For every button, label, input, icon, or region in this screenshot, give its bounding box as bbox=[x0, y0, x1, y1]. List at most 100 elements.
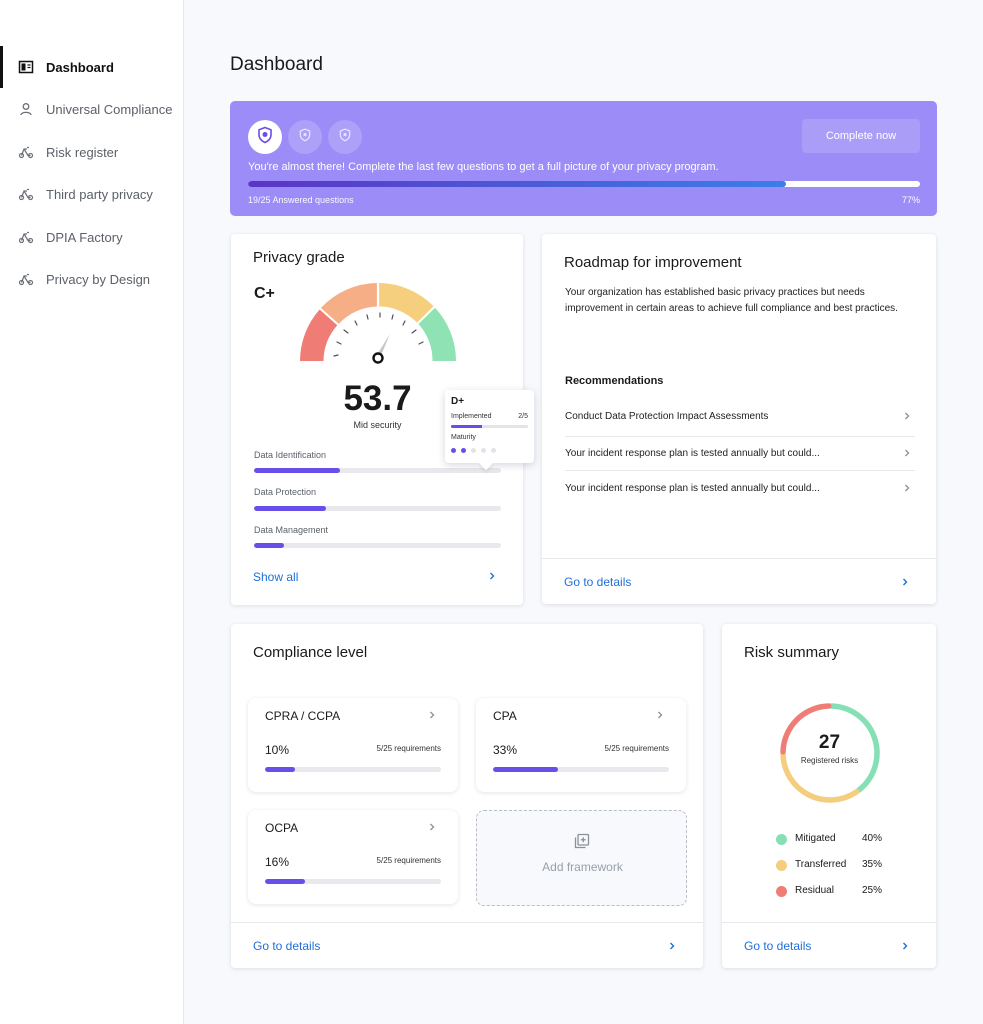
roadmap-description: Your organization has established basic … bbox=[565, 287, 898, 314]
scooter-icon bbox=[18, 229, 34, 245]
framework-progress-bar bbox=[493, 767, 669, 772]
sidebar-item-label: Risk register bbox=[46, 144, 119, 160]
compliance-title: Compliance level bbox=[253, 644, 368, 661]
chevron-right-icon[interactable] bbox=[901, 578, 909, 586]
sidebar-item-dashboard[interactable]: Dashboard bbox=[0, 46, 183, 88]
maturity-dots bbox=[451, 448, 496, 453]
chevron-right-icon[interactable] bbox=[901, 942, 909, 950]
category-progress-bar bbox=[254, 543, 501, 548]
framework-progress-fill bbox=[265, 879, 306, 884]
banner-percent: 77% bbox=[901, 195, 920, 205]
compliance-card: Compliance level CPRA / CCPA 10% 5/25 re… bbox=[231, 624, 703, 968]
legend-label: Transferred bbox=[795, 859, 847, 870]
framework-card-cpra-ccpa[interactable]: CPRA / CCPA 10% 5/25 requirements bbox=[248, 698, 458, 792]
registered-risks-label: Registered risks bbox=[800, 756, 859, 765]
scooter-icon bbox=[18, 271, 34, 287]
category-label: Data Identification bbox=[254, 450, 327, 460]
scooter-icon bbox=[18, 144, 34, 160]
show-all-link[interactable]: Show all bbox=[253, 570, 299, 584]
legend-label: Mitigated bbox=[795, 833, 836, 844]
tooltip-progress-fill bbox=[451, 425, 482, 428]
sidebar-item-risk-register[interactable]: Risk register bbox=[0, 131, 183, 173]
framework-progress-bar bbox=[265, 879, 441, 884]
tooltip-progress-bar bbox=[451, 425, 528, 428]
maturity-dot bbox=[451, 448, 456, 453]
grade-letter: C+ bbox=[254, 285, 275, 302]
shield-icon bbox=[338, 128, 352, 147]
framework-name: CPRA / CCPA bbox=[265, 709, 341, 723]
risk-donut-chart bbox=[780, 703, 880, 803]
roadmap-details-link[interactable]: Go to details bbox=[564, 575, 632, 589]
banner-progress-bar bbox=[248, 181, 920, 187]
divider bbox=[565, 436, 915, 437]
add-framework-button[interactable]: Add framework bbox=[476, 810, 687, 906]
chevron-right-icon bbox=[903, 449, 911, 457]
roadmap-card: Roadmap for improvement Your organizatio… bbox=[542, 234, 936, 604]
add-framework-label: Add framework bbox=[542, 860, 623, 874]
framework-card-cpa[interactable]: CPA 33% 5/25 requirements bbox=[476, 698, 686, 792]
tooltip-grade: D+ bbox=[451, 396, 465, 407]
complete-now-button[interactable]: Complete now bbox=[802, 119, 920, 153]
legend-value: 40% bbox=[862, 833, 883, 844]
legend-label: Residual bbox=[795, 885, 834, 896]
registered-risks-count: 27 bbox=[818, 732, 841, 753]
framework-requirements: 5/25 requirements bbox=[604, 744, 669, 753]
privacy-grade-title: Privacy grade bbox=[253, 249, 345, 266]
page-title: Dashboard bbox=[230, 54, 323, 75]
badge-inactive bbox=[328, 120, 362, 154]
sidebar-item-label: DPIA Factory bbox=[46, 229, 123, 245]
onboarding-banner: Complete now You're almost there! Comple… bbox=[230, 101, 937, 216]
recommendation-text: Your incident response plan is tested an… bbox=[565, 482, 820, 494]
sidebar-item-universal-compliance[interactable]: Universal Compliance bbox=[0, 88, 183, 130]
roadmap-title: Roadmap for improvement bbox=[564, 254, 742, 271]
card-footer-divider bbox=[542, 558, 936, 559]
framework-progress-fill bbox=[493, 767, 559, 772]
sidebar-item-dpia-factory[interactable]: DPIA Factory bbox=[0, 216, 183, 258]
sidebar-item-third-party-privacy[interactable]: Third party privacy bbox=[0, 173, 183, 215]
privacy-score-label: Mid security bbox=[353, 420, 402, 430]
legend-value: 35% bbox=[862, 859, 883, 870]
chevron-right-icon[interactable] bbox=[488, 572, 496, 580]
tooltip-implemented-label: Implemented bbox=[451, 413, 492, 420]
legend-value: 25% bbox=[862, 885, 883, 896]
framework-requirements: 5/25 requirements bbox=[376, 856, 441, 865]
banner-progress-fill bbox=[248, 181, 786, 187]
sidebar-item-label: Universal Compliance bbox=[46, 101, 173, 117]
legend-transferred: Transferred 35% bbox=[776, 858, 896, 872]
grade-gauge bbox=[300, 283, 456, 364]
compliance-details-link[interactable]: Go to details bbox=[253, 939, 321, 953]
sidebar-item-label: Privacy by Design bbox=[46, 271, 151, 287]
privacy-grade-card: Privacy grade C+ 53.7 Mid security Data … bbox=[231, 234, 534, 605]
answered-questions-count: 19/25 Answered questions bbox=[248, 195, 354, 205]
legend-residual: Residual 25% bbox=[776, 884, 896, 898]
legend-swatch bbox=[776, 886, 787, 897]
category-label: Data Management bbox=[254, 525, 329, 535]
maturity-dot bbox=[471, 448, 476, 453]
recommendation-item[interactable]: Your incident response plan is tested an… bbox=[565, 471, 915, 505]
legend-swatch bbox=[776, 860, 787, 871]
recommendation-item[interactable]: Your incident response plan is tested an… bbox=[565, 436, 915, 470]
category-progress-fill bbox=[254, 506, 326, 511]
recommendations-heading: Recommendations bbox=[565, 375, 664, 387]
risk-details-link[interactable]: Go to details bbox=[744, 939, 812, 953]
add-stack-icon bbox=[574, 833, 590, 849]
category-label: Data Protection bbox=[254, 487, 317, 497]
tooltip-maturity-label: Maturity bbox=[451, 434, 476, 441]
donut-segment-transferred bbox=[780, 751, 860, 803]
chevron-right-icon bbox=[428, 711, 436, 719]
framework-requirements: 5/25 requirements bbox=[376, 744, 441, 753]
card-footer-divider bbox=[231, 922, 703, 923]
recommendation-item[interactable]: Conduct Data Protection Impact Assessmen… bbox=[565, 399, 915, 433]
sidebar-item-privacy-by-design[interactable]: Privacy by Design bbox=[0, 258, 183, 300]
privacy-score: 53.7 bbox=[343, 379, 412, 418]
framework-card-ocpa[interactable]: OCPA 16% 5/25 requirements bbox=[248, 810, 458, 904]
framework-progress-fill bbox=[265, 767, 295, 772]
maturity-dot bbox=[461, 448, 466, 453]
framework-name: CPA bbox=[493, 709, 517, 723]
framework-percent: 16% bbox=[265, 855, 290, 869]
chevron-right-icon bbox=[903, 412, 911, 420]
framework-percent: 10% bbox=[265, 743, 290, 757]
donut-segment-residual bbox=[780, 703, 832, 755]
card-footer-divider bbox=[722, 922, 936, 923]
chevron-right-icon[interactable] bbox=[668, 942, 676, 950]
